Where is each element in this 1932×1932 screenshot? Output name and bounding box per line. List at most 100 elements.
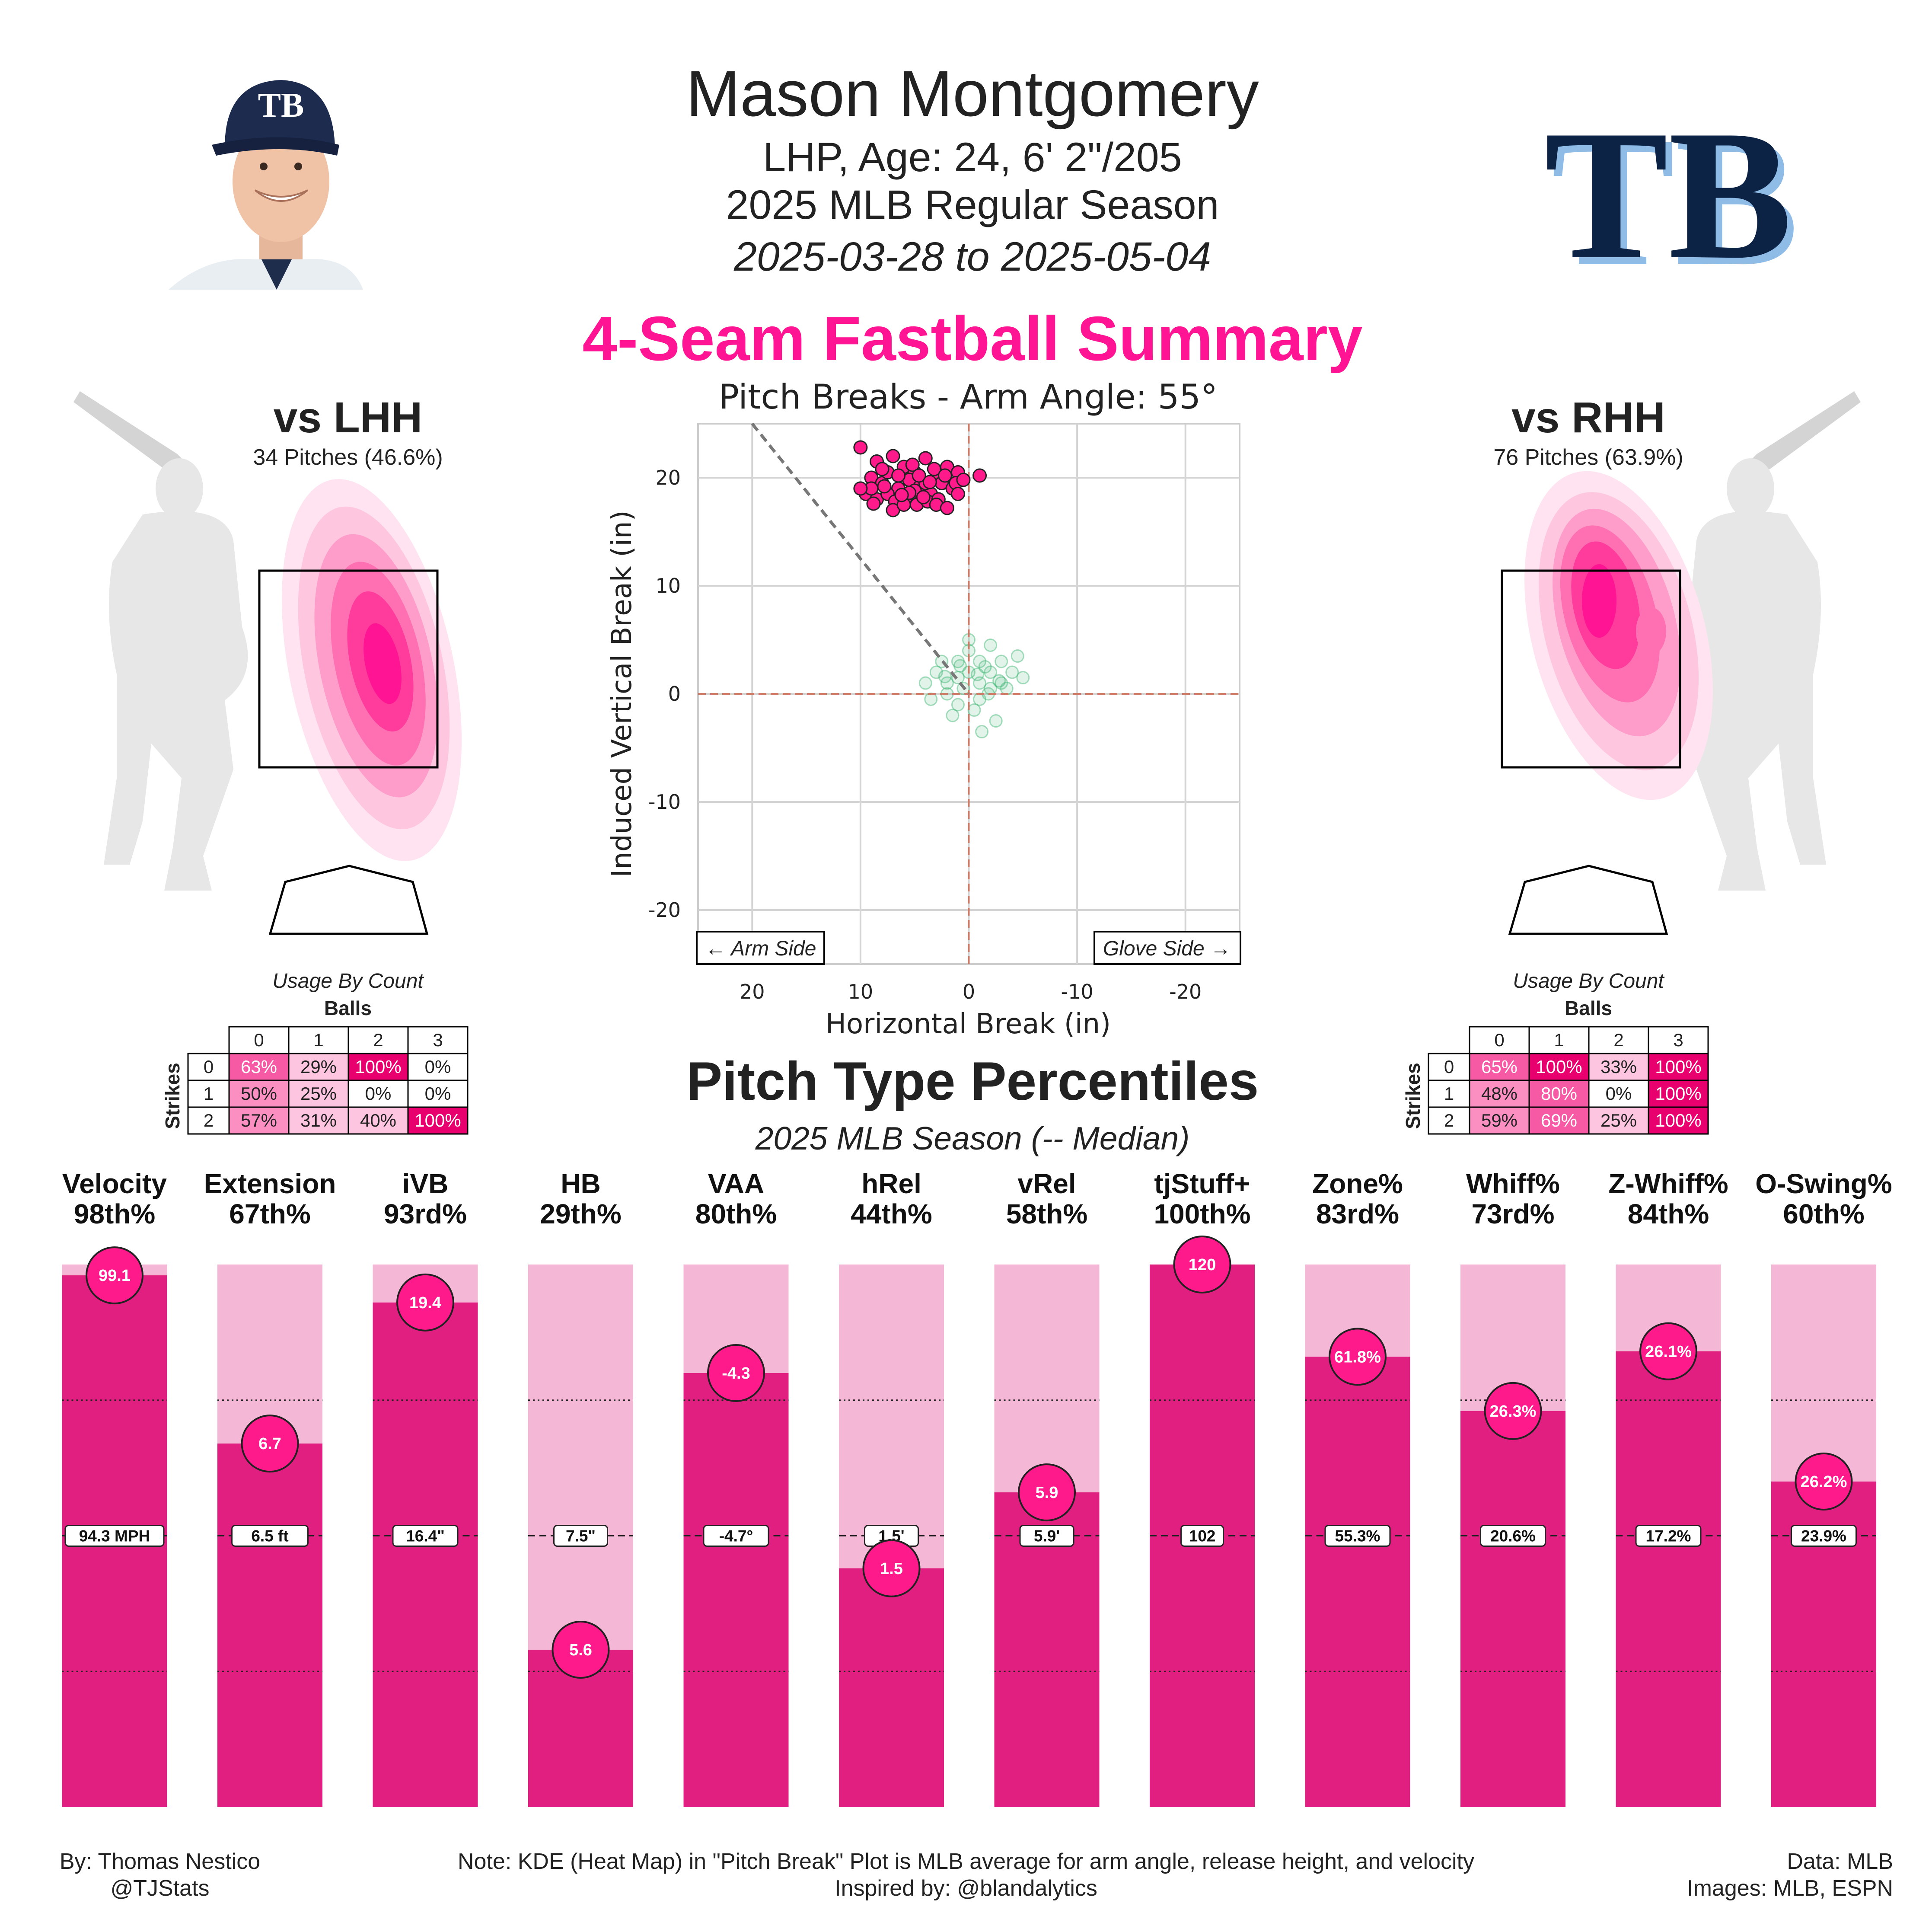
team-logo-text: TB	[1544, 92, 1792, 298]
pitch-point	[912, 468, 926, 483]
pitch-point	[916, 490, 931, 505]
metric-value-marker	[1173, 1236, 1231, 1293]
rhh-usage-col-header: 1	[1554, 1030, 1564, 1050]
lhh-usage-cell	[228, 1106, 290, 1135]
kde-point	[953, 659, 967, 673]
pitch-point	[922, 475, 937, 489]
lhh-usage-cell	[407, 1053, 469, 1081]
rhh-usage-cell-value: 33%	[1600, 1057, 1637, 1077]
metric-percentile-label: 67th%	[229, 1198, 311, 1229]
metric-median-value: 16.4"	[406, 1527, 445, 1545]
lhh-usage-col-header: 3	[433, 1030, 443, 1050]
metric-median-box	[1480, 1525, 1546, 1547]
kde-point	[984, 639, 998, 652]
kde-point	[973, 676, 987, 690]
pitch-point	[956, 473, 971, 487]
metric-value: 26.1%	[1645, 1343, 1692, 1361]
lhh-heatmap	[281, 479, 462, 861]
rhh-usage-row-header: 2	[1444, 1110, 1454, 1130]
break-plot-reference-lines	[698, 422, 1240, 964]
pitch-point	[853, 481, 868, 496]
lhh-usage-cell-value: 100%	[414, 1110, 461, 1130]
rhh-usage-cell	[1528, 1106, 1590, 1135]
footer-note-line: Note: KDE (Heat Map) in "Pitch Break" Pl…	[457, 1849, 1474, 1874]
kde-point	[973, 655, 987, 668]
metric-name: Whiff%	[1466, 1168, 1560, 1199]
player-bio: LHP, Age: 24, 6' 2"/205	[763, 134, 1182, 180]
pitch-point	[877, 479, 892, 494]
lhh-usage-cell-value: 0%	[425, 1083, 451, 1104]
metric-value: 61.8%	[1334, 1348, 1381, 1366]
metric-value-marker	[396, 1273, 454, 1332]
break-plot-ytick: 20	[655, 466, 681, 489]
metric-name: O-Swing%	[1755, 1168, 1892, 1199]
player-headshot: TB	[169, 80, 363, 290]
lhh-usage-cell-value: 100%	[355, 1057, 401, 1077]
rhh-usage-cell	[1648, 1053, 1709, 1081]
metric-median-value: 23.9%	[1801, 1527, 1846, 1545]
lhh-usage-row-header: 0	[204, 1057, 214, 1077]
rhh-usage-cell-value: 100%	[1536, 1057, 1582, 1077]
kde-point	[992, 674, 1006, 688]
rhh-usage-cell-value: 48%	[1481, 1083, 1518, 1104]
metric-name: vRel	[1017, 1168, 1076, 1199]
lhh-usage-cell	[288, 1106, 349, 1135]
lhh-usage-cell-value: 0%	[365, 1083, 392, 1104]
lhh-usage-cell-value: 63%	[241, 1057, 277, 1077]
rhh-subtitle: 76 Pitches (63.9%)	[1493, 445, 1683, 470]
pitch-point	[853, 440, 868, 455]
metric-median-value: 55.3%	[1335, 1527, 1380, 1545]
lhh-usage-row-header-cell	[187, 1079, 230, 1108]
lhh-subtitle: 34 Pitches (46.6%)	[253, 445, 443, 470]
rhh-usage-cell-value: 100%	[1655, 1110, 1701, 1130]
metric-median-box	[553, 1525, 608, 1547]
team-logo-shadow: TB	[1551, 99, 1799, 304]
kde-point	[938, 670, 952, 683]
metric-name: Z-Whiff%	[1608, 1168, 1728, 1199]
lhh-usage-row-header: 1	[204, 1083, 214, 1104]
lhh-usage-cell-value: 57%	[241, 1110, 277, 1130]
lhh-usage-cell	[288, 1053, 349, 1081]
metric-value-marker	[862, 1539, 921, 1597]
lhh-usage-cell	[348, 1106, 409, 1135]
kde-point	[975, 725, 989, 738]
pitch-point	[937, 468, 952, 483]
kde-point	[946, 709, 960, 722]
metric-value: 5.9	[1036, 1484, 1058, 1502]
metric-name: VAA	[708, 1168, 764, 1199]
kde-point	[918, 676, 932, 690]
metric-median-box	[1635, 1525, 1702, 1547]
lhh-usage-title: Usage By Count	[272, 970, 424, 993]
metric-percentile-label: 93rd%	[384, 1198, 467, 1229]
metric-median-value: 17.2%	[1646, 1527, 1691, 1545]
rhh-usage-col-header-cell	[1588, 1026, 1649, 1054]
rhh-usage-cell-value: 0%	[1606, 1083, 1632, 1104]
break-plot-xtick: 20	[740, 980, 765, 1003]
pitch-point	[927, 462, 941, 476]
metric-percentile-label: 73rd%	[1471, 1198, 1554, 1229]
metric-name: iVB	[402, 1168, 449, 1199]
metric-value: 26.3%	[1490, 1402, 1537, 1421]
break-plot-ytick: -20	[648, 898, 681, 922]
metric-value: 1.5	[880, 1560, 903, 1578]
date-range: 2025-03-28 to 2025-05-04	[734, 234, 1211, 280]
metric-name: tjStuff+	[1154, 1168, 1250, 1199]
player-name: Mason Montgomery	[686, 57, 1259, 130]
break-plot-xtick: -20	[1169, 980, 1202, 1003]
lhh-usage-cell-value: 31%	[300, 1110, 337, 1130]
metric-median-box	[703, 1525, 769, 1547]
metric-bar	[1460, 1411, 1565, 1807]
season-label: 2025 MLB Regular Season	[726, 182, 1219, 228]
kde-point	[995, 676, 1008, 690]
team-logo: TB TB	[1544, 92, 1799, 304]
metric-percentile-label: 29th%	[540, 1198, 622, 1229]
kde-point	[951, 698, 965, 712]
metric-value: 19.4	[409, 1294, 441, 1312]
metric-median-box	[1019, 1525, 1074, 1547]
break-plot-ticks: 20 10 0 -10 -20 20 10 0 -10 -20	[648, 466, 1202, 1003]
kde-point	[989, 714, 1003, 728]
kde-point	[971, 667, 985, 681]
metric-value-marker	[1329, 1328, 1387, 1386]
metric-median-box	[1324, 1525, 1391, 1547]
